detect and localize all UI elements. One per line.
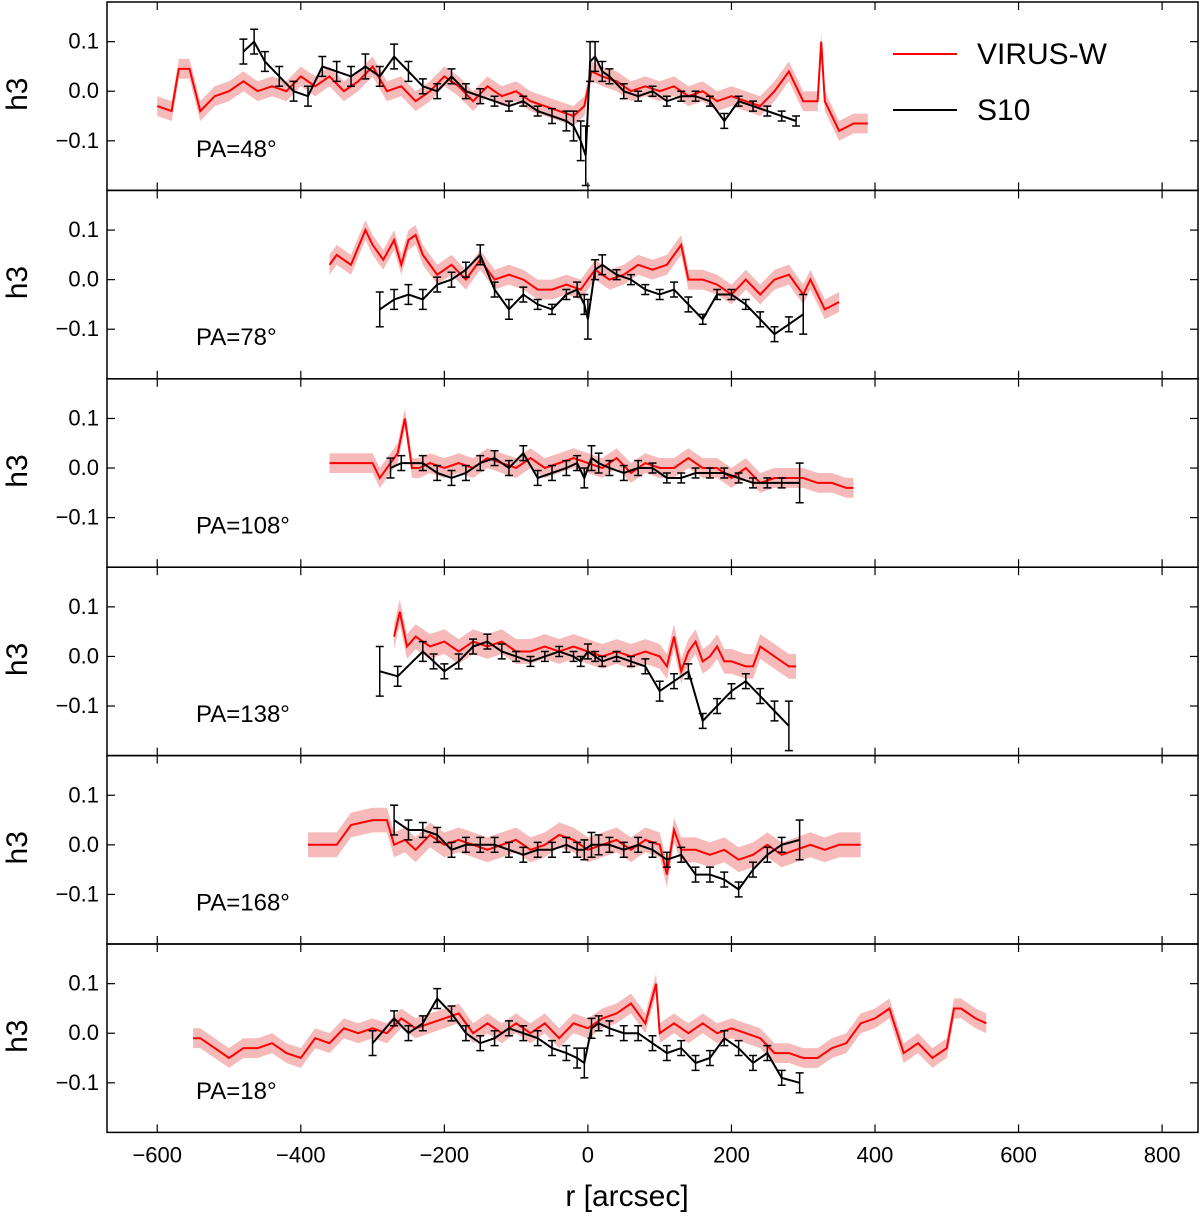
panel-plot-area xyxy=(193,973,987,1094)
y-tick-label: 0.1 xyxy=(68,594,99,619)
panel-2: 0.1 0.0 −0.1 h3 PA=108° xyxy=(1,378,1199,568)
panel-plot-area xyxy=(375,599,797,752)
pa-label: PA=108° xyxy=(196,513,290,540)
x-tick-label: −600 xyxy=(132,1142,182,1167)
s10-series-line xyxy=(390,451,800,484)
y-tick-label: 0.0 xyxy=(68,832,99,857)
y-tick-label: 0.1 xyxy=(68,29,99,54)
x-tick-label: 200 xyxy=(713,1142,750,1167)
panel-plot-area xyxy=(156,28,868,187)
s10-series-line xyxy=(379,640,790,727)
y-axis-label: h3 xyxy=(1,831,34,864)
panels-group: 0.10.0−0.1h3PA=48°0.10.0−0.1h3PA=78°0.10… xyxy=(1,1,1199,1134)
panel-plot-area xyxy=(308,804,861,898)
pa-label: PA=18° xyxy=(196,1078,277,1105)
x-tick-label: −200 xyxy=(420,1142,470,1167)
pa-label: PA=78° xyxy=(196,324,277,351)
legend-s10-label: S10 xyxy=(977,94,1030,127)
y-tick-label: −0.1 xyxy=(56,1070,99,1095)
y-axis-label: h3 xyxy=(1,78,34,111)
panel-5: 0.1 0.0 −0.1 h3 PA=18° xyxy=(1,943,1199,1134)
y-tick-label: −0.1 xyxy=(56,693,99,718)
y-tick-label: 0.1 xyxy=(68,971,99,996)
y-tick-label: −0.1 xyxy=(56,505,99,530)
virus-error-band xyxy=(193,973,987,1068)
virus-series-line xyxy=(193,983,987,1060)
y-axis-label: h3 xyxy=(1,454,34,487)
virus-error-band xyxy=(157,31,868,141)
y-tick-label: −0.1 xyxy=(56,881,99,906)
y-tick-label: 0.1 xyxy=(68,217,99,242)
panel-4: 0.1 0.0 −0.1 h3 PA=168° xyxy=(1,754,1199,945)
y-tick-label: 0.0 xyxy=(68,267,99,292)
x-axis-label: r [arcsec] xyxy=(565,1180,688,1213)
y-tick-label: 0.0 xyxy=(68,1020,99,1045)
x-tick-label: 400 xyxy=(857,1142,894,1167)
pa-label: PA=168° xyxy=(196,889,290,916)
virus-error-band xyxy=(394,599,797,684)
legend: VIRUS-W S10 xyxy=(893,38,1108,127)
y-axis-label: h3 xyxy=(1,266,34,299)
virus-error-band xyxy=(329,408,854,498)
legend-virus-label: VIRUS-W xyxy=(977,38,1108,71)
x-axis: −600 −400 −200 0 200 400 600 800 xyxy=(132,1142,1180,1167)
s10-series-line xyxy=(379,253,804,336)
y-axis-label: h3 xyxy=(1,1020,34,1053)
panel-plot-area xyxy=(328,220,840,343)
panel-frame xyxy=(106,943,1199,1134)
y-tick-label: −0.1 xyxy=(56,316,99,341)
x-tick-label: 600 xyxy=(1000,1142,1037,1167)
s10-series-line xyxy=(393,819,800,891)
virus-series-line xyxy=(308,819,861,875)
s10-series-line xyxy=(242,40,797,157)
pa-label: PA=48° xyxy=(196,136,277,163)
y-axis-label: h3 xyxy=(1,643,34,676)
panel-0: 0.1 0.0 −0.1 h3 PA=48° xyxy=(1,1,1199,192)
panel-3: 0.1 0.0 −0.1 h3 PA=138° xyxy=(1,566,1199,757)
y-tick-label: 0.1 xyxy=(68,782,99,807)
x-tick-label: −400 xyxy=(276,1142,326,1167)
x-tick-label: 0 xyxy=(582,1142,594,1167)
y-tick-label: 0.0 xyxy=(68,643,99,668)
y-tick-label: −0.1 xyxy=(56,128,99,153)
y-tick-label: 0.0 xyxy=(68,455,99,480)
y-tick-label: 0.1 xyxy=(68,405,99,430)
virus-series-line xyxy=(328,227,840,311)
y-tick-label: 0.0 xyxy=(68,78,99,103)
panel-plot-area xyxy=(329,408,854,504)
panel-1: 0.1 0.0 −0.1 h3 PA=78° xyxy=(1,189,1199,380)
s10-series-line xyxy=(371,996,800,1084)
x-tick-label: 800 xyxy=(1144,1142,1181,1167)
pa-label: PA=138° xyxy=(196,701,290,728)
virus-error-band xyxy=(329,220,840,320)
